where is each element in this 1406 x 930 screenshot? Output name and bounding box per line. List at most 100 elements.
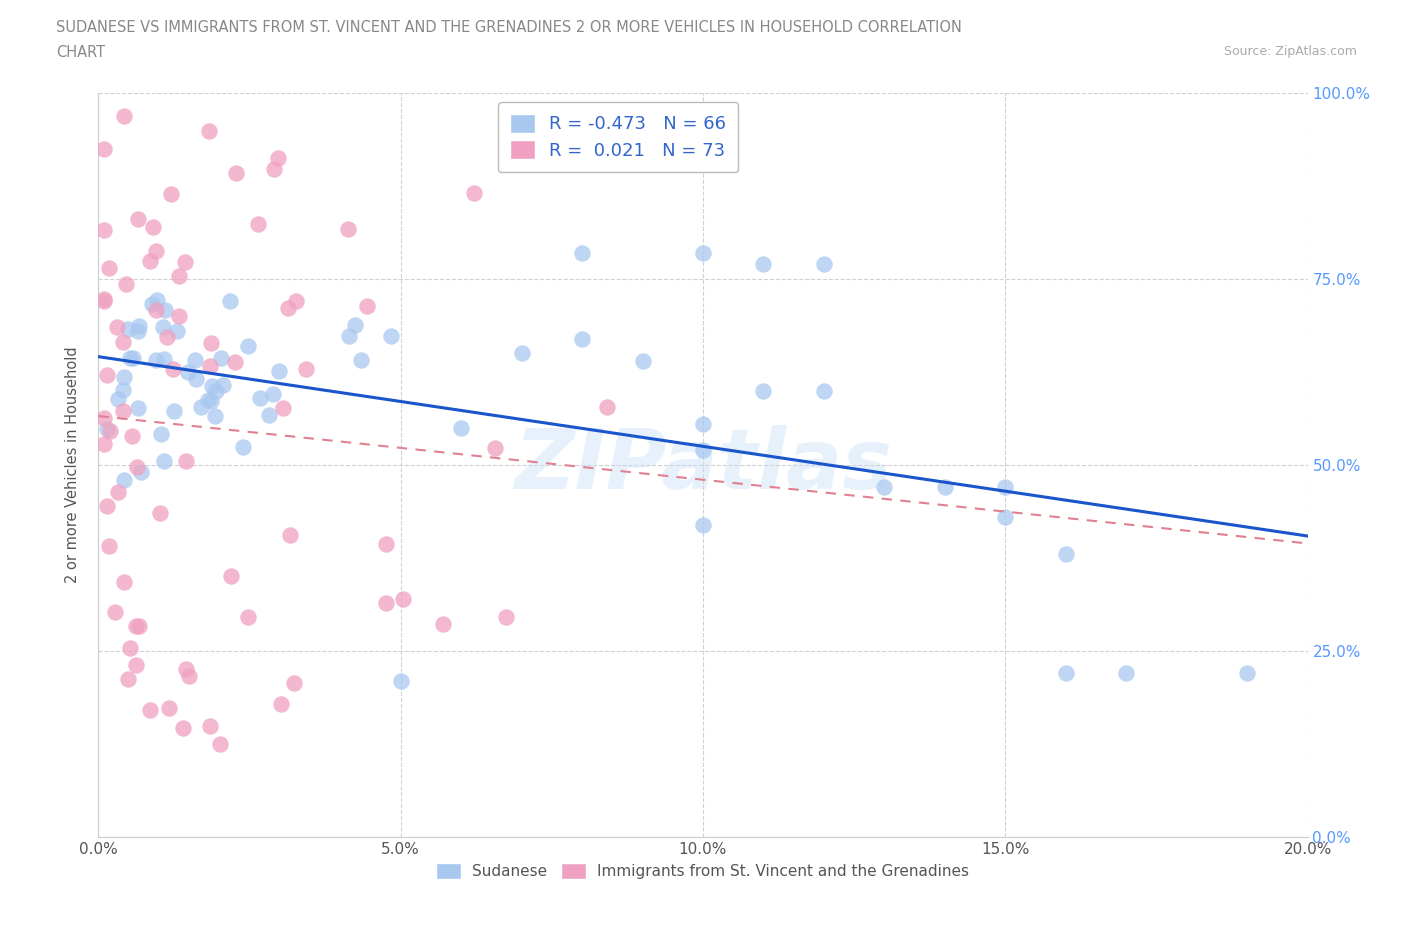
Point <box>112 472 135 487</box>
Point <box>156 330 179 345</box>
Point <box>141 297 163 312</box>
Point <box>117 321 139 336</box>
Point <box>197 123 219 138</box>
Point <box>146 293 169 308</box>
Point <box>96 367 118 382</box>
Point <box>934 480 956 495</box>
Point <box>145 244 167 259</box>
Point <box>1054 547 1077 562</box>
Point <box>198 358 221 373</box>
Point <box>356 299 378 313</box>
Point <box>112 370 135 385</box>
Point <box>1054 666 1077 681</box>
Text: ZIPatlas: ZIPatlas <box>515 424 891 506</box>
Point <box>169 309 191 324</box>
Point <box>1236 666 1258 681</box>
Point <box>873 480 896 495</box>
Point <box>994 510 1017 525</box>
Point <box>163 403 186 418</box>
Point <box>96 498 118 513</box>
Point <box>166 324 188 339</box>
Point <box>692 246 714 260</box>
Point <box>190 400 212 415</box>
Point <box>209 351 232 365</box>
Point <box>128 318 150 333</box>
Point <box>463 186 485 201</box>
Point <box>295 362 318 377</box>
Point <box>224 354 246 369</box>
Point <box>172 720 194 735</box>
Point <box>107 485 129 499</box>
Point <box>150 426 173 441</box>
Point <box>270 697 292 711</box>
Point <box>169 269 191 284</box>
Point <box>139 254 162 269</box>
Point <box>174 254 197 269</box>
Point <box>127 401 149 416</box>
Point <box>813 383 835 398</box>
Legend: Sudanese, Immigrants from St. Vincent and the Grenadines: Sudanese, Immigrants from St. Vincent an… <box>430 857 976 885</box>
Point <box>98 423 121 438</box>
Point <box>392 591 415 606</box>
Point <box>595 400 617 415</box>
Point <box>127 324 149 339</box>
Point <box>200 336 222 351</box>
Point <box>267 364 290 379</box>
Point <box>200 393 222 408</box>
Point <box>389 673 412 688</box>
Point <box>277 300 299 315</box>
Point <box>375 596 398 611</box>
Point <box>139 703 162 718</box>
Point <box>571 331 593 346</box>
Point <box>162 361 184 376</box>
Point <box>285 294 308 309</box>
Point <box>93 142 115 157</box>
Point <box>221 569 243 584</box>
Point <box>484 441 506 456</box>
Point <box>336 221 359 236</box>
Point <box>98 538 121 553</box>
Point <box>128 619 150 634</box>
Point <box>153 302 176 317</box>
Point <box>160 187 183 202</box>
Point <box>571 246 593 260</box>
Point <box>752 257 775 272</box>
Point <box>112 404 135 418</box>
Point <box>198 718 221 733</box>
Point <box>145 302 167 317</box>
Point <box>692 417 714 432</box>
Point <box>118 351 141 365</box>
Point <box>125 658 148 672</box>
Point <box>186 372 208 387</box>
Point <box>380 328 402 343</box>
Point <box>1115 666 1137 681</box>
Point <box>98 260 121 275</box>
Point <box>278 527 301 542</box>
Point <box>263 162 285 177</box>
Point <box>152 320 174 335</box>
Point <box>176 364 198 379</box>
Point <box>692 443 714 458</box>
Point <box>450 420 472 435</box>
Point <box>125 618 148 633</box>
Point <box>510 346 533 361</box>
Point <box>236 339 259 353</box>
Point <box>120 641 142 656</box>
Point <box>350 352 373 367</box>
Text: CHART: CHART <box>56 45 105 60</box>
Point <box>259 407 281 422</box>
Point <box>267 151 290 166</box>
Point <box>262 387 284 402</box>
Point <box>112 575 135 590</box>
Point <box>111 383 134 398</box>
Point <box>495 610 517 625</box>
Point <box>152 454 174 469</box>
Point <box>93 223 115 238</box>
Point <box>432 617 454 631</box>
Point <box>176 662 198 677</box>
Point <box>112 335 135 350</box>
Point <box>121 429 143 444</box>
Point <box>112 109 135 124</box>
Point <box>337 329 360 344</box>
Point <box>122 351 145 365</box>
